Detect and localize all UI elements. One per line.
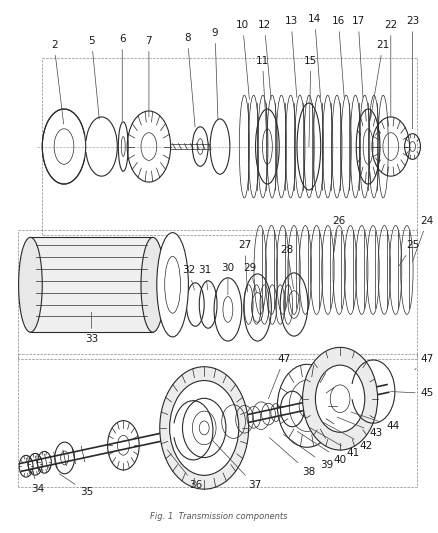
- Text: 29: 29: [243, 263, 256, 293]
- Text: 47: 47: [268, 354, 290, 399]
- Text: 28: 28: [280, 245, 293, 289]
- Text: 23: 23: [405, 16, 418, 129]
- Text: 36: 36: [167, 450, 201, 490]
- Text: 5: 5: [88, 36, 99, 119]
- Text: 9: 9: [211, 28, 218, 119]
- Ellipse shape: [156, 232, 188, 337]
- Ellipse shape: [182, 398, 226, 457]
- Text: 10: 10: [236, 20, 249, 99]
- Ellipse shape: [159, 367, 248, 489]
- Text: 42: 42: [322, 422, 372, 451]
- Bar: [30, 237, 152, 332]
- Text: 44: 44: [350, 412, 399, 431]
- Ellipse shape: [141, 237, 164, 332]
- Text: 14: 14: [307, 14, 321, 98]
- Text: 25: 25: [398, 240, 418, 265]
- Text: 8: 8: [184, 33, 194, 127]
- Text: 40: 40: [297, 431, 346, 465]
- Ellipse shape: [18, 237, 42, 332]
- Text: 41: 41: [309, 427, 359, 458]
- Text: 38: 38: [269, 438, 315, 478]
- Text: 24: 24: [412, 215, 433, 261]
- Text: 11: 11: [255, 55, 268, 147]
- Text: 2: 2: [51, 40, 64, 124]
- Text: 39: 39: [283, 434, 332, 471]
- Ellipse shape: [314, 365, 364, 432]
- Text: 17: 17: [351, 16, 364, 98]
- Text: 12: 12: [257, 20, 271, 99]
- Text: 13: 13: [284, 16, 297, 98]
- Text: 15: 15: [304, 55, 317, 147]
- Text: 31: 31: [198, 265, 211, 290]
- Text: 33: 33: [85, 312, 98, 344]
- Text: 21: 21: [370, 40, 389, 119]
- Text: 27: 27: [237, 240, 251, 292]
- Text: 43: 43: [336, 417, 382, 438]
- Text: 32: 32: [181, 265, 194, 290]
- Ellipse shape: [169, 381, 238, 475]
- Text: 34: 34: [31, 472, 44, 494]
- Ellipse shape: [302, 348, 377, 450]
- Text: 45: 45: [390, 389, 433, 398]
- Text: 22: 22: [383, 20, 396, 117]
- Text: 35: 35: [59, 474, 93, 497]
- Text: 30: 30: [221, 263, 234, 295]
- Text: 6: 6: [119, 34, 125, 121]
- Text: 37: 37: [212, 440, 261, 490]
- Text: Fig. 1  Transmission components: Fig. 1 Transmission components: [150, 512, 287, 521]
- Text: 7: 7: [145, 36, 152, 117]
- Text: 26: 26: [331, 215, 344, 253]
- Text: 47: 47: [413, 354, 433, 370]
- Text: 16: 16: [331, 16, 344, 98]
